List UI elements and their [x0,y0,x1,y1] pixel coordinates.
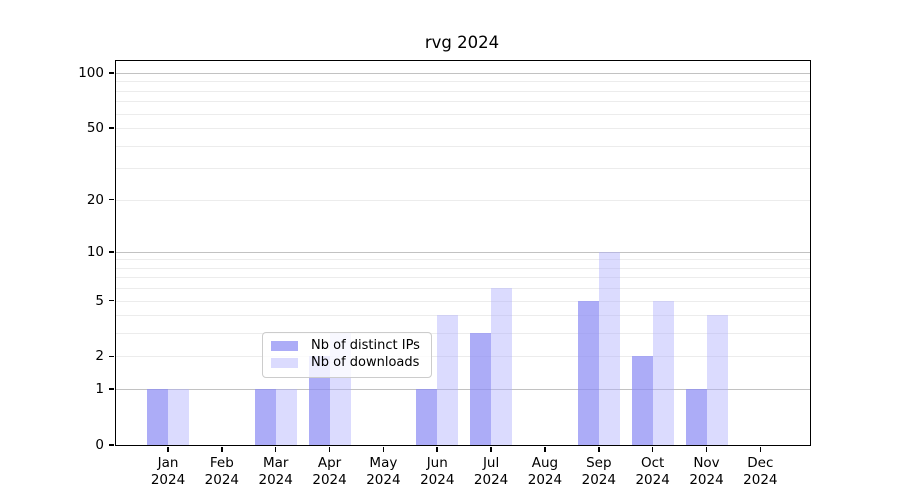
x-tick-label-jan: Jan 2024 [150,455,186,488]
gridline-minor-5 [116,300,810,302]
x-tick-label-jun: Jun 2024 [420,455,455,488]
legend-label-distinct-ips: Nb of distinct IPs [311,338,420,353]
y-tick-2 [109,355,115,358]
bar-downloads-jan [168,389,189,445]
legend-swatch-distinct-ips [271,341,298,351]
gridline-minor-90 [116,81,810,83]
x-tick-jul [490,446,492,452]
gridline-minor-20 [116,199,810,201]
plot-area: 0 1 2 5 10 20 50 100 Jan 2024 Feb 2024 Mar 2024 Apr… [78,60,811,488]
bar-downloads-jul [491,288,513,445]
gridline-minor-8 [116,267,810,269]
chart-title: rvg 2024 [424,33,500,52]
y-tick-20 [109,198,115,201]
gridline-minor-9 [116,259,810,261]
bar-distinct-ips-jan [147,389,168,445]
bar-downloads-jun [437,315,459,445]
x-tick-may [382,446,385,452]
y-tick-label-1: 1 [95,381,104,398]
gridline-minor-4 [116,315,810,317]
legend-swatch-downloads [271,358,298,368]
legend-item-downloads: Nb of downloads [271,356,420,370]
gridline-major-1 [116,389,810,391]
x-tick-jan [167,446,169,452]
bar-distinct-ips-jun [416,389,438,445]
gridline-minor-50 [116,128,810,130]
y-tick-50 [109,127,115,129]
x-tick-label-feb: Feb 2024 [204,455,240,488]
x-tick-label-dec: Dec 2024 [743,455,778,488]
gridline-minor-3 [116,333,810,335]
y-tick-label-5: 5 [95,292,104,309]
x-tick-nov [705,446,708,452]
gridline-minor-40 [116,145,810,147]
x-tick-dec [759,446,762,452]
x-tick-oct [651,446,654,452]
bar-downloads-nov [706,315,728,445]
gridline-minor-80 [116,90,810,92]
bar-distinct-ips-oct [631,356,653,445]
gridline-minor-2 [116,356,810,358]
x-tick-sep [598,446,600,452]
y-tick-label-50: 50 [86,120,104,137]
x-tick-label-sep: Sep 2024 [581,455,616,488]
gridline-minor-70 [116,101,810,103]
y-tick-1 [109,388,115,390]
x-tick-label-apr: Apr 2024 [312,455,347,488]
y-tick-label-100: 100 [78,64,104,81]
y-tick-5 [109,299,115,302]
x-tick-label-mar: Mar 2024 [258,455,293,488]
bar-distinct-ips-mar [254,389,276,445]
bar-downloads-sep [598,251,620,445]
bar-downloads-mar [275,389,297,445]
y-tick-100 [109,72,115,74]
bar-distinct-ips-nov [685,389,707,445]
y-tick-10 [109,250,115,253]
x-tick-feb [221,446,223,452]
bar-distinct-ips-apr [308,356,330,445]
y-tick-label-0: 0 [95,437,104,453]
gridline-minor-6 [116,288,810,290]
x-tick-label-oct: Oct 2024 [635,455,670,488]
x-tick-label-jul: Jul 2024 [473,455,509,488]
bar-downloads-oct [652,300,674,445]
x-tick-label-aug: Aug 2024 [527,455,563,488]
gridline-minor-7 [116,277,810,279]
gridline-minor-60 [116,113,810,115]
x-tick-mar [274,446,277,452]
gridline-major-100 [116,72,810,74]
bar-distinct-ips-sep [577,300,599,445]
y-tick-0 [109,444,115,446]
gridline-minor-30 [116,168,810,170]
x-tick-apr [328,446,331,452]
x-tick-aug [544,446,546,452]
y-tick-label-20: 20 [86,191,104,208]
x-tick-label-nov: Nov 2024 [689,455,724,488]
x-tick-jun [436,446,439,452]
gridline-major-10 [116,251,810,253]
y-tick-label-2: 2 [95,348,104,365]
legend-item-distinct-ips: Nb of distinct IPs [271,339,420,353]
legend: Nb of distinct IPs Nb of downloads [262,332,432,378]
y-tick-label-10: 10 [86,243,104,260]
x-tick-label-may: May 2024 [366,455,401,488]
bar-distinct-ips-jul [470,333,492,445]
legend-label-downloads: Nb of downloads [311,355,420,370]
